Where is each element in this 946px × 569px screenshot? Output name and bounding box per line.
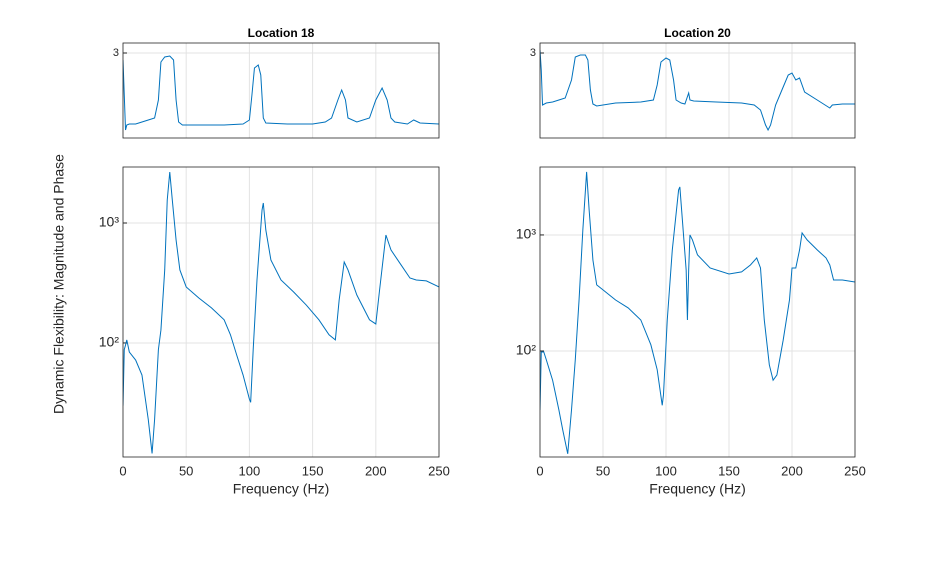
x-tick-label: 200 [365,463,387,478]
data-line [123,171,439,454]
x-tick-label: 250 [844,463,866,478]
axes-background [540,167,855,457]
y-tick-label: 3 [530,47,536,59]
x-axis-label: Frequency (Hz) [233,481,329,497]
axes-box [122,42,440,139]
axes-background [540,43,855,138]
data-line [540,49,855,132]
axes-background [123,167,439,457]
y-axis-label: Dynamic Flexibility: Magnitude and Phase [51,154,67,414]
y-tick-label: 10² [516,342,537,358]
y-tick-label: 10² [99,334,120,350]
x-tick-label: 0 [536,463,543,478]
y-tick-label: 10³ [516,226,537,242]
x-tick-label: 100 [655,463,677,478]
x-tick-label: 50 [179,463,193,478]
x-tick-label: 100 [239,463,261,478]
axes-box [122,166,440,458]
axes-box [539,42,856,139]
x-tick-label: 150 [302,463,324,478]
x-axis-label: Frequency (Hz) [649,481,745,497]
x-tick-label: 250 [428,463,450,478]
x-tick-label: 0 [119,463,126,478]
x-tick-label: 150 [718,463,740,478]
axes-title: Location 18 [248,26,315,40]
y-tick-label: 10³ [99,214,120,230]
x-tick-label: 200 [781,463,803,478]
axes-title: Location 20 [664,26,731,40]
axes-box [539,166,856,458]
data-line [540,171,855,454]
data-line [123,55,439,131]
x-tick-label: 50 [596,463,610,478]
y-tick-label: 3 [113,47,119,59]
